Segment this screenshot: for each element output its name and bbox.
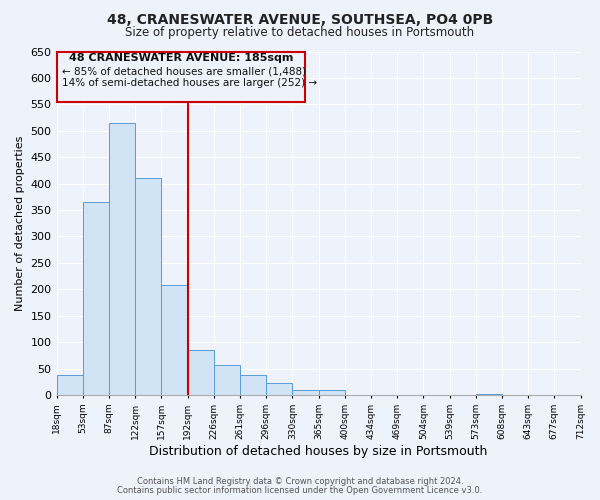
Text: 14% of semi-detached houses are larger (252) →: 14% of semi-detached houses are larger (… [62, 78, 317, 88]
Bar [188, 350, 214, 395]
Y-axis label: Number of detached properties: Number of detached properties [15, 136, 25, 311]
Text: Size of property relative to detached houses in Portsmouth: Size of property relative to detached ho… [125, 26, 475, 39]
Bar [56, 375, 83, 395]
Bar [161, 285, 188, 395]
FancyBboxPatch shape [56, 52, 305, 102]
Text: ← 85% of detached houses are smaller (1,488): ← 85% of detached houses are smaller (1,… [62, 66, 306, 76]
Bar [476, 394, 502, 395]
Text: 48 CRANESWATER AVENUE: 185sqm: 48 CRANESWATER AVENUE: 185sqm [69, 53, 293, 63]
Bar [240, 376, 266, 395]
Bar [292, 390, 319, 395]
Bar [266, 383, 292, 395]
X-axis label: Distribution of detached houses by size in Portsmouth: Distribution of detached houses by size … [149, 444, 488, 458]
Text: Contains HM Land Registry data © Crown copyright and database right 2024.: Contains HM Land Registry data © Crown c… [137, 477, 463, 486]
Bar [83, 202, 109, 395]
Text: Contains public sector information licensed under the Open Government Licence v3: Contains public sector information licen… [118, 486, 482, 495]
Bar [319, 390, 345, 395]
Text: 48, CRANESWATER AVENUE, SOUTHSEA, PO4 0PB: 48, CRANESWATER AVENUE, SOUTHSEA, PO4 0P… [107, 12, 493, 26]
Bar [214, 365, 240, 395]
Bar [135, 178, 161, 395]
Bar [109, 123, 135, 395]
